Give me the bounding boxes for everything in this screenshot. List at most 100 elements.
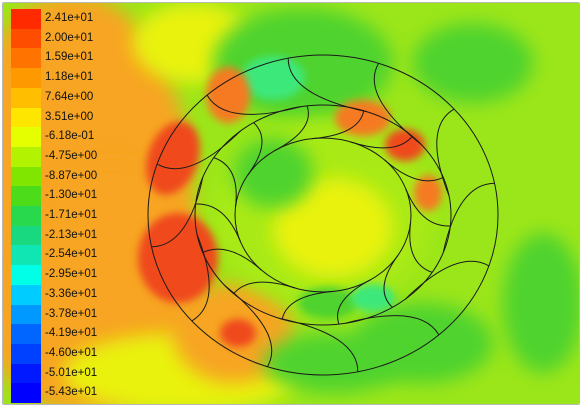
outer-blade: [206, 94, 302, 115]
legend-label: -3.36e+01: [45, 287, 98, 300]
inner-blade: [350, 135, 413, 149]
legend-swatch: [11, 284, 41, 305]
inner-blade: [281, 290, 335, 320]
field-hotspot-right: [414, 175, 442, 211]
legend-label: -4.19e+01: [45, 327, 98, 340]
outer-blade: [344, 315, 440, 336]
legend-label: -3.78e+01: [45, 307, 98, 320]
legend-swatch: [11, 245, 41, 266]
legend-entry: 1.59e+01: [11, 48, 121, 69]
legend-label: -4.60e+01: [45, 346, 98, 359]
legend-entry: -3.36e+01: [11, 284, 121, 305]
legend-entry: 1.18e+01: [11, 68, 121, 89]
legend-swatch: [11, 304, 41, 325]
legend-swatch: [11, 324, 41, 345]
legend-swatch: [11, 206, 41, 226]
legend-label: 2.00e+01: [45, 31, 94, 44]
legend-entry: 2.00e+01: [11, 28, 121, 49]
inner-blade: [274, 105, 309, 151]
legend-label: 1.59e+01: [45, 51, 94, 64]
outer-blade: [287, 58, 368, 113]
legend-swatch: [11, 343, 41, 364]
legend-swatch: [11, 166, 41, 187]
field-hotspot-bottom: [220, 319, 256, 347]
legend-entry: -6.18e-01: [11, 127, 121, 148]
legend-swatch: [11, 68, 41, 89]
field-hotspot-left: [146, 121, 200, 195]
legend-entry: -3.78e+01: [11, 304, 121, 325]
inner-blade: [337, 279, 372, 325]
legend-swatch: [11, 265, 41, 286]
inner-blade: [409, 222, 433, 273]
legend-label: -8.87e+00: [45, 169, 98, 182]
outer-ring-outline: [147, 54, 499, 376]
inner-blade: [213, 157, 237, 208]
field-region-top-right: [413, 23, 533, 103]
outer-blade: [191, 233, 210, 322]
legend-label: -2.13e+01: [45, 228, 98, 241]
legend-entry: 2.41e+01: [11, 9, 121, 29]
legend-entry: -2.95e+01: [11, 265, 121, 286]
legend-entry: -1.30e+01: [11, 186, 121, 207]
legend-swatch: [11, 107, 41, 128]
field-center-green: [233, 138, 313, 208]
legend-entry: -1.71e+01: [11, 206, 121, 226]
legend-entry: -4.75e+00: [11, 146, 121, 167]
legend-swatch: [11, 127, 41, 148]
field-region-bottom-center: [263, 333, 403, 393]
legend-entry: -8.87e+00: [11, 166, 121, 187]
contour-plot: [3, 3, 579, 404]
field-hotspot-top: [335, 100, 391, 136]
outer-blade: [436, 108, 455, 197]
rotor-outline: [147, 54, 499, 376]
legend-label: -2.95e+01: [45, 268, 98, 281]
field-center-yellow: [273, 178, 393, 278]
legend-label: -4.75e+00: [45, 149, 98, 162]
inner-blade: [195, 203, 241, 242]
legend-entry: 3.51e+00: [11, 107, 121, 128]
inner-blade: [233, 281, 296, 295]
middle-ring-outline: [194, 104, 452, 326]
outer-blade: [404, 260, 490, 300]
legend-label: -1.71e+01: [45, 209, 98, 221]
legend-label: -5.01e+01: [45, 366, 98, 379]
legend-swatch: [11, 225, 41, 246]
inner-blade: [311, 110, 365, 140]
inner-blade: [383, 254, 399, 308]
legend-swatch: [11, 9, 41, 29]
outer-blade: [156, 130, 242, 170]
legend-label: -1.30e+01: [45, 189, 98, 202]
legend-swatch: [11, 363, 41, 384]
legend-swatch: [11, 146, 41, 167]
legend-entry: -4.60e+01: [11, 343, 121, 364]
outer-blade: [224, 285, 273, 367]
inner-blade: [384, 159, 444, 182]
inner-disk-outline: [234, 137, 412, 293]
outer-blade: [442, 182, 495, 253]
legend-label: -2.54e+01: [45, 248, 98, 261]
legend-label: 3.51e+00: [45, 110, 94, 123]
inner-blade: [202, 248, 262, 271]
field-hotspot-lower-left: [138, 213, 218, 303]
legend-entry: -5.01e+01: [11, 363, 121, 384]
outer-blade: [151, 177, 204, 248]
legend-swatch: [11, 28, 41, 49]
legend-label: 7.64e+00: [45, 90, 94, 103]
legend-swatch: [11, 186, 41, 207]
inner-blade: [247, 122, 263, 176]
legend-swatch: [11, 87, 41, 108]
legend-entry: 7.64e+00: [11, 87, 121, 108]
legend-label: -6.18e-01: [45, 130, 95, 143]
legend-entry: -2.54e+01: [11, 245, 121, 266]
legend-swatch: [11, 383, 41, 404]
legend-label: -5.43e+01: [45, 386, 98, 399]
outer-blade: [278, 317, 359, 372]
outer-blade: [373, 63, 422, 145]
legend-entry: -2.13e+01: [11, 225, 121, 246]
legend-label: 2.41e+01: [45, 12, 94, 24]
field-region-right: [503, 233, 579, 373]
field-hotspot-top-left: [206, 67, 250, 123]
field-ring-bottom-cyan: [351, 284, 395, 312]
inner-blade: [405, 188, 451, 227]
